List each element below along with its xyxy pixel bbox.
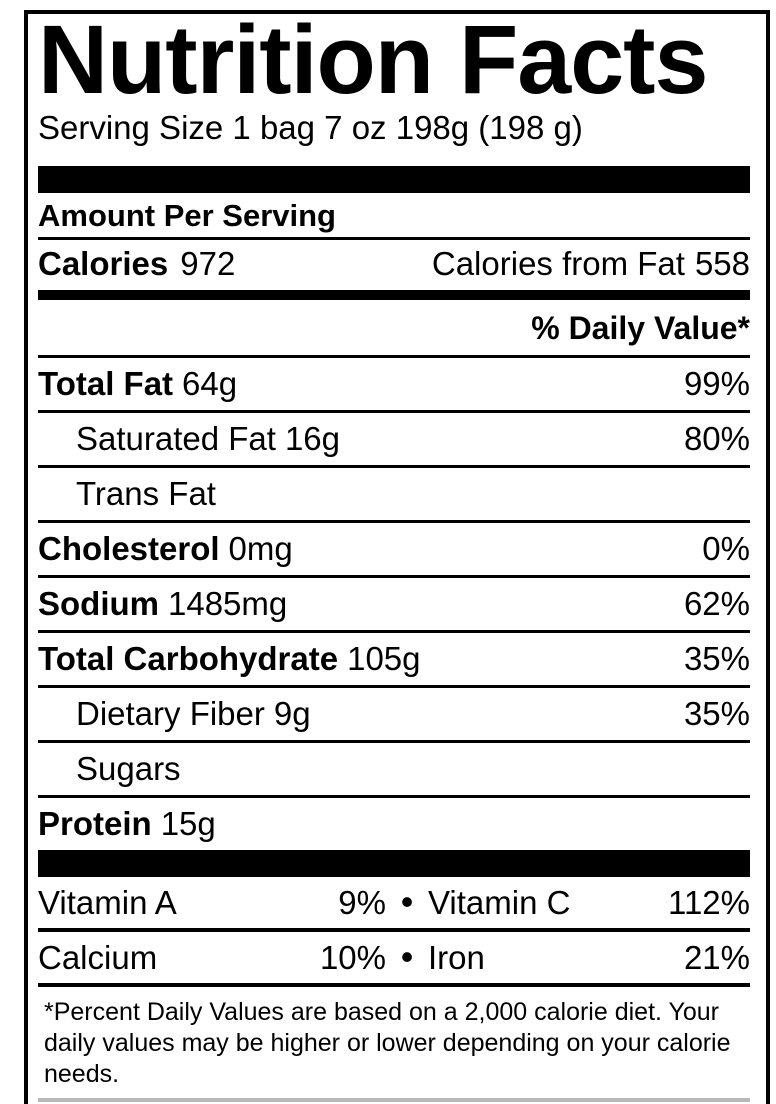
calories-left: Calories 972	[38, 245, 235, 283]
divider	[38, 685, 750, 688]
daily-value-footnote: *Percent Daily Values are based on a 2,0…	[44, 998, 731, 1088]
nutrient-name: Saturated Fat	[76, 420, 276, 457]
calories-from-fat-label: Calories from Fat	[431, 245, 685, 282]
calories-label: Calories	[38, 245, 169, 282]
row-cholesterol: Cholesterol 0mg 0%	[38, 523, 750, 575]
vitamin-value: 112%	[668, 884, 750, 921]
divider	[38, 795, 750, 798]
divider	[38, 520, 750, 523]
nutrient-amount: 9g	[273, 695, 311, 732]
divider	[38, 983, 750, 987]
divider	[38, 630, 750, 633]
nutrient-name: Cholesterol	[38, 530, 220, 567]
bullet-separator-icon: •	[400, 936, 414, 977]
calories-row: Calories 972 Calories from Fat 558	[38, 240, 750, 290]
nutrient-amount: 1485mg	[168, 585, 288, 622]
vitamin-name: Vitamin C	[428, 884, 571, 921]
thick-divider-bar-bottom	[38, 850, 750, 877]
vitamin-value: 10%	[319, 939, 386, 976]
vitamin-value: 21%	[683, 939, 750, 976]
amount-per-serving-heading: Amount Per Serving	[38, 198, 336, 233]
row-sodium: Sodium 1485mg 62%	[38, 578, 750, 630]
divider-gray	[38, 1098, 750, 1102]
vitamin-value: 9%	[338, 884, 386, 921]
vitamin-right-pair: Vitamin C 112%	[428, 885, 750, 921]
divider	[38, 410, 750, 413]
vitamin-left-pair: Calcium 10%	[38, 940, 386, 976]
divider	[38, 355, 750, 358]
divider	[38, 465, 750, 468]
row-saturated-fat: Saturated Fat 16g 80%	[38, 413, 750, 465]
row-dietary-fiber: Dietary Fiber 9g 35%	[38, 688, 750, 740]
bullet-separator-icon: •	[400, 881, 414, 922]
row-total-carbohydrate: Total Carbohydrate 105g 35%	[38, 633, 750, 685]
nutrient-name: Dietary Fiber	[76, 695, 265, 732]
calories-from-fat: Calories from Fat 558	[432, 245, 750, 283]
nutrient-daily-value: 62%	[683, 585, 750, 622]
row-sugars: Sugars	[38, 743, 750, 795]
nutrient-name: Protein	[38, 805, 152, 842]
row-total-fat: Total Fat 64g 99%	[38, 358, 750, 410]
calories-from-fat-value: 558	[694, 245, 750, 282]
nutrient-amount: 64g	[182, 365, 238, 402]
nutrient-name: Total Carbohydrate	[38, 640, 339, 677]
vitamin-right-pair: Iron 21%	[428, 940, 750, 976]
nutrient-daily-value: 0%	[702, 530, 750, 567]
label-title: Nutrition Facts	[38, 5, 708, 114]
nutrient-amount: 105g	[347, 640, 421, 677]
vitamin-name: Calcium	[38, 939, 158, 976]
divider	[38, 740, 750, 743]
vitamin-left-pair: Vitamin A 9%	[38, 885, 386, 921]
nutrient-daily-value: 35%	[683, 695, 750, 732]
divider	[38, 928, 750, 932]
nutrient-name: Sodium	[38, 585, 159, 622]
serving-size-text: Serving Size 1 bag 7 oz 198g (198 g)	[38, 109, 583, 146]
divider	[38, 575, 750, 578]
nutrient-amount: 0mg	[228, 530, 293, 567]
row-protein: Protein 15g	[38, 798, 750, 850]
nutrient-name: Sugars	[76, 750, 181, 787]
row-calcium-iron: Calcium 10% • Iron 21%	[38, 932, 750, 983]
row-trans-fat: Trans Fat	[38, 468, 750, 520]
nutrient-daily-value: 80%	[683, 420, 750, 457]
nutrient-name: Trans Fat	[76, 475, 216, 512]
vitamin-name: Vitamin A	[38, 884, 177, 921]
divider	[38, 237, 750, 240]
nutrient-name: Total Fat	[38, 365, 174, 402]
vitamin-name: Iron	[428, 939, 485, 976]
nutrient-daily-value: 35%	[683, 640, 750, 677]
calories-value: 972	[180, 245, 236, 282]
medium-divider-bar	[38, 290, 750, 300]
nutrient-amount: 16g	[284, 420, 341, 457]
nutrition-label-box: Nutrition Facts Serving Size 1 bag 7 oz …	[24, 10, 770, 1104]
daily-value-header: % Daily Value*	[531, 310, 750, 346]
nutrient-daily-value: 99%	[683, 365, 750, 402]
nutrient-amount: 15g	[160, 805, 216, 842]
thick-divider-bar-top	[38, 166, 750, 193]
row-vitamin-a-c: Vitamin A 9% • Vitamin C 112%	[38, 877, 750, 928]
